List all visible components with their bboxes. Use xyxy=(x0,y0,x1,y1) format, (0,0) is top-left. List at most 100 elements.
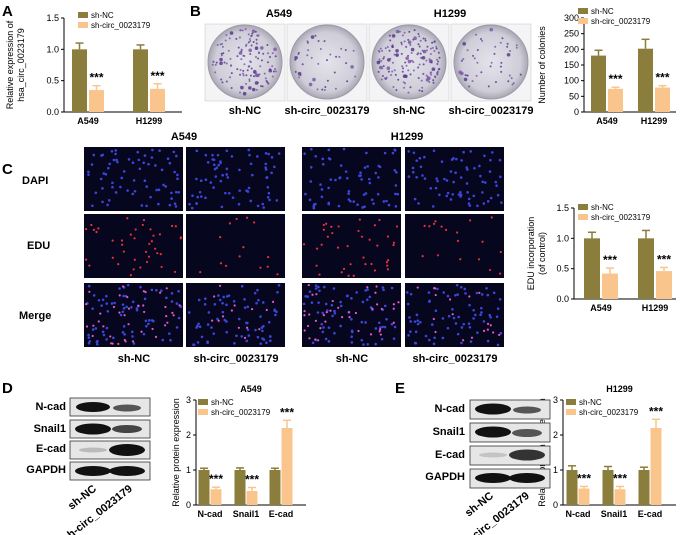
dish-label-3: sh-NC xyxy=(393,105,425,117)
micro-image xyxy=(186,214,285,278)
chart-b-y-tick-label: 300 xyxy=(564,13,579,23)
micro-image xyxy=(405,283,504,347)
micro-image xyxy=(84,147,183,211)
dish-header-h1299: H1299 xyxy=(434,8,466,20)
chart-b-y-tick-label: 150 xyxy=(564,60,579,70)
chart-d-category-label: N-cad xyxy=(197,509,222,519)
chart-d-y-tick-label: 1 xyxy=(186,465,191,475)
chart-c-legend-swatch xyxy=(578,214,588,220)
chart-e-y-tick-label: 0 xyxy=(553,500,558,510)
chart-e-bar xyxy=(650,428,662,505)
dish-header-a549: A549 xyxy=(266,8,292,20)
panel-letter-d: D xyxy=(2,380,13,397)
colony-dish-2 xyxy=(289,24,365,100)
chart-e-category-label: Snail1 xyxy=(601,509,628,519)
dish-label-4: sh-circ_0023179 xyxy=(448,105,533,117)
panel-letter-c: C xyxy=(2,161,13,178)
chart-d-legend-label: sh-NC xyxy=(211,398,234,407)
chart-e-legend-label: sh-circ_0023179 xyxy=(579,408,639,417)
western-blot-a549: N-cad Snail1 E-cad GAPDH sh-NC sh-circ_0… xyxy=(26,397,151,535)
chart-c-significance: *** xyxy=(603,253,617,267)
micro-image xyxy=(302,214,401,278)
micro-image xyxy=(84,283,183,347)
chart-b-bar xyxy=(655,87,670,112)
micro-header-a549: A549 xyxy=(171,131,197,143)
chart-e-bar xyxy=(602,470,614,505)
micro-row-label-dapi: DAPI xyxy=(22,175,48,187)
chart-d-y-tick-label: 0 xyxy=(186,500,191,510)
micro-image xyxy=(84,214,183,278)
chart-e-category-label: N-cad xyxy=(565,509,590,519)
chart-c-bar xyxy=(638,238,654,299)
chart-b-category-label: H1299 xyxy=(641,116,668,126)
chart-d-significance: *** xyxy=(209,472,223,486)
chart-b-bar xyxy=(591,55,606,112)
chart-b-legend-swatch xyxy=(578,8,588,14)
chart-a-legend-label: sh-NC xyxy=(91,11,114,20)
chart-e-legend-label: sh-NC xyxy=(579,398,602,407)
chart-c-significance: *** xyxy=(657,252,671,266)
chart-b-category-label: A549 xyxy=(596,116,618,126)
chart-e-y-tick-label: 3 xyxy=(553,395,558,405)
chart-c-category-label: H1299 xyxy=(642,303,669,313)
chart-d-category-label: Snail1 xyxy=(233,509,260,519)
chart-e-legend-swatch xyxy=(566,399,576,405)
chart-b-y-tick-label: 50 xyxy=(569,91,579,101)
chart-a-category-label: H1299 xyxy=(136,116,163,126)
chart-e-title: H1299 xyxy=(606,384,633,394)
chart-c-category-label: A549 xyxy=(590,303,612,313)
chart-e-bar xyxy=(578,488,590,505)
chart-d-y-tick-label: 3 xyxy=(186,395,191,405)
chart-a-y-label: Relative expression ofhsa_circ_0023179 xyxy=(5,20,26,109)
micro-header-h1299: H1299 xyxy=(391,131,423,143)
chart-b-y-tick-label: 100 xyxy=(564,76,579,86)
chart-c-legend-label: sh-circ_0023179 xyxy=(591,213,651,222)
chart-c-bar xyxy=(584,238,600,299)
blot-e-label-ncad: N-cad xyxy=(434,403,465,415)
chart-e-significance: *** xyxy=(613,471,627,485)
chart-panel-c: 0.0 0.5 1.0 1.5 EDU incorporation(of control… xyxy=(526,203,676,313)
chart-e-y-tick-label: 2 xyxy=(553,430,558,440)
chart-b-legend-swatch xyxy=(578,18,588,24)
panel-letter-a: A xyxy=(2,3,13,20)
micro-row-label-edu: EDU xyxy=(27,240,50,252)
chart-d-y-tick-label: 2 xyxy=(186,430,191,440)
dish-label-2: sh-circ_0023179 xyxy=(284,105,369,117)
chart-c-y-tick-label: 0.0 xyxy=(556,294,569,304)
panel-letter-e: E xyxy=(395,380,405,397)
chart-d-bar xyxy=(234,470,246,505)
chart-d-significance: *** xyxy=(245,473,259,487)
blot-d-label-ecad: E-cad xyxy=(36,443,66,455)
chart-c-y-tick-label: 1.5 xyxy=(556,203,569,213)
colony-dish-images: A549 H1299 sh-NC sh-circ_0023179 sh-NC s… xyxy=(204,8,534,117)
chart-b-y-label: Number of colonies xyxy=(537,26,547,104)
chart-panel-b: 0 50 100 150 200 250 300 Number of colonies *** A… xyxy=(537,7,676,126)
chart-b-y-tick-label: 0 xyxy=(574,107,579,117)
blot-e-label-snail1: Snail1 xyxy=(433,426,465,438)
chart-e-bar xyxy=(566,470,578,505)
chart-b-bar xyxy=(608,88,623,112)
chart-c-legend-label: sh-NC xyxy=(591,203,614,212)
chart-e-y-tick-label: 1 xyxy=(553,465,558,475)
chart-a-y-tick-label: 0.5 xyxy=(46,76,59,86)
chart-a-category-label: A549 xyxy=(77,116,99,126)
chart-c-y-tick-label: 1.0 xyxy=(556,233,569,243)
chart-d-legend-swatch xyxy=(198,399,208,405)
chart-a-y-tick-label: 1.5 xyxy=(46,13,59,23)
chart-b-bar xyxy=(638,48,653,112)
dish-label-1: sh-NC xyxy=(229,105,261,117)
chart-d-significance: *** xyxy=(280,405,294,419)
edu-microscopy-grid: A549 H1299 DAPI EDU Merge sh-NC sh-circ_… xyxy=(19,131,504,365)
colony-dish-1 xyxy=(207,24,283,100)
chart-a-bar xyxy=(133,49,148,112)
chart-c-legend-swatch xyxy=(578,204,588,210)
chart-b-significance: *** xyxy=(655,71,669,85)
chart-b-y-tick-label: 250 xyxy=(564,29,579,39)
chart-e-bar xyxy=(638,470,650,505)
chart-b-y-tick-label: 200 xyxy=(564,44,579,54)
chart-d-bar xyxy=(269,470,281,505)
chart-a-y-tick-label: 0.0 xyxy=(46,107,59,117)
chart-c-bar xyxy=(656,271,672,299)
